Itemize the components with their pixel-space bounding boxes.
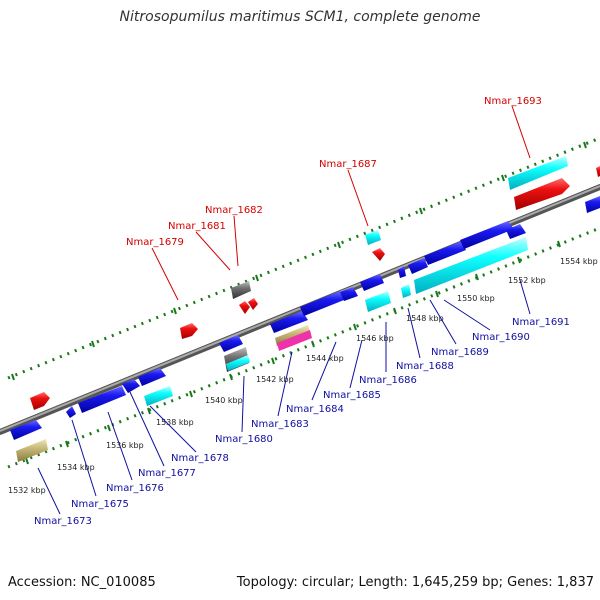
lower-major-ticks (25, 240, 561, 465)
feature-blue-1683 (270, 311, 308, 333)
gene-label: Nmar_1679 (126, 237, 184, 248)
gene-label: Nmar_1677 (138, 468, 196, 479)
feature-red-1693 (514, 178, 570, 210)
gene-label: Nmar_1673 (34, 516, 92, 527)
feature-blue-1686 (360, 274, 384, 291)
gene-label: Nmar_1690 (472, 332, 530, 343)
feature-blue-1691b (506, 224, 526, 239)
feature-red-1681b (248, 298, 258, 310)
feature-blue-edge (585, 196, 600, 213)
gene-label: Nmar_1682 (205, 205, 263, 216)
feature-pink-1683 (277, 330, 312, 351)
gene-label: Nmar_1693 (484, 96, 542, 107)
feature-blue-1690 (424, 241, 466, 265)
feature-red-1687 (372, 248, 385, 261)
scale-label: 1550 kbp (457, 294, 495, 303)
feature-cyan-1686 (365, 291, 391, 312)
top-gene-labels: Nmar_1679 Nmar_1681 Nmar_1682 Nmar_1687 … (126, 96, 542, 248)
upper-major-ticks (11, 141, 587, 381)
gene-label: Nmar_1691 (512, 317, 570, 328)
feature-blue-1691 (460, 221, 514, 249)
gene-label: Nmar_1680 (215, 434, 273, 445)
upper-features (30, 156, 600, 410)
scale-label: 1546 kbp (356, 334, 394, 343)
feature-cyan-1678 (144, 386, 173, 406)
scale-label: 1544 kbp (306, 354, 344, 363)
gene-label: Nmar_1687 (319, 159, 377, 170)
feature-blue-1685 (340, 287, 358, 301)
bottom-leaders (37, 279, 531, 515)
feature-blue-1673 (10, 420, 42, 440)
accession-label: Accession: NC_010085 (8, 575, 156, 590)
feature-red-1681 (239, 301, 250, 314)
gene-label: Nmar_1686 (359, 375, 417, 386)
feature-tan-1673 (16, 439, 48, 462)
gene-label: Nmar_1689 (431, 347, 489, 358)
feature-cyan-1680 (226, 355, 250, 371)
feature-blue-1680 (219, 335, 243, 352)
gene-label: Nmar_1676 (106, 483, 164, 494)
feature-cyan-1687 (365, 230, 381, 245)
feature-blue-1684 (300, 291, 344, 316)
feature-blue-1675 (66, 406, 76, 418)
lower-tick-track (7, 226, 600, 469)
scale-label: 1536 kbp (106, 441, 144, 450)
feature-blue-1676 (78, 386, 126, 413)
scale-label: 1534 kbp (57, 463, 95, 472)
lower-features (10, 221, 528, 462)
bottom-gene-labels: Nmar_1673 Nmar_1675 Nmar_1676 Nmar_1677 … (34, 317, 570, 527)
feature-red-1 (30, 392, 50, 410)
gene-label: Nmar_1684 (286, 404, 344, 415)
topology-label: Topology: circular; Length: 1,645,259 bp… (236, 575, 594, 590)
gene-label: Nmar_1675 (71, 499, 129, 510)
feature-cyan-1691 (414, 237, 528, 294)
feature-gray-1682 (231, 281, 251, 299)
gene-label: Nmar_1688 (396, 361, 454, 372)
feature-red-edge (596, 166, 600, 177)
feature-blue-1688 (398, 266, 406, 278)
gene-label: Nmar_1678 (171, 453, 229, 464)
feature-blue-1677 (122, 379, 140, 393)
top-leaders (151, 105, 531, 301)
feature-blue-1678 (138, 368, 166, 386)
map-title: Nitrosopumilus maritimus SCM1, complete … (119, 9, 481, 25)
feature-red-2 (180, 323, 198, 339)
scale-label: 1540 kbp (205, 396, 243, 405)
scale-label: 1542 kbp (256, 375, 294, 384)
backbone-highlight (0, 185, 600, 432)
feature-cyan-1693 (508, 156, 568, 190)
feature-cyan-1688 (401, 284, 411, 298)
scale-label: 1538 kbp (156, 418, 194, 427)
scale-label: 1554 kbp (560, 257, 598, 266)
gene-label: Nmar_1683 (251, 419, 309, 430)
gene-label: Nmar_1685 (323, 390, 381, 401)
scale-label: 1548 kbp (406, 314, 444, 323)
scale-labels: 1532 kbp 1534 kbp 1536 kbp 1538 kbp 1540… (8, 257, 598, 495)
feature-blue-1689 (408, 258, 428, 274)
scale-label: 1552 kbp (508, 276, 546, 285)
gene-label: Nmar_1681 (168, 221, 226, 232)
scale-label: 1532 kbp (8, 486, 46, 495)
